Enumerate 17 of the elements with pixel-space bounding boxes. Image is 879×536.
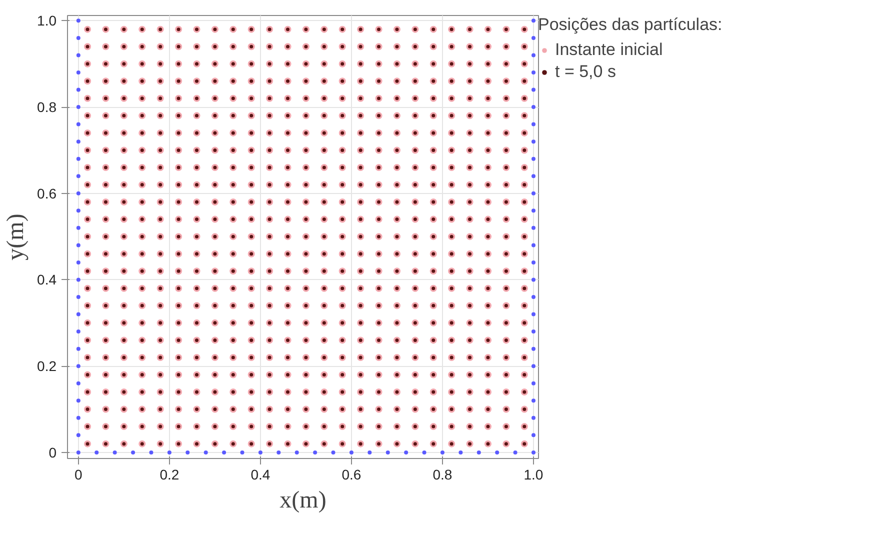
y-tick-label: 0: [48, 444, 57, 460]
legend-label: t = 5,0 s: [555, 62, 616, 82]
legend-label: Instante inicial: [555, 40, 663, 60]
x-tick-label: 1.0: [524, 466, 544, 482]
y-tick-label: 1.0: [37, 12, 57, 29]
x-tick-label: 0.4: [250, 466, 270, 482]
y-tick-label: 0.8: [37, 99, 57, 116]
y-tick-label: 0.4: [37, 272, 57, 288]
x-tick-label: 0: [74, 466, 83, 482]
legend-title: Posições das partículas:: [538, 15, 722, 35]
x-tick-label: 0.2: [160, 466, 180, 482]
x-axis-title: x(m): [280, 488, 326, 514]
y-tick-label: 0.6: [37, 185, 57, 202]
x-tick-label: 0.8: [432, 466, 452, 482]
y-tick-label: 0.2: [37, 358, 57, 374]
y-axis-title: y(m): [3, 214, 30, 260]
x-tick-label: 0.6: [342, 466, 362, 482]
